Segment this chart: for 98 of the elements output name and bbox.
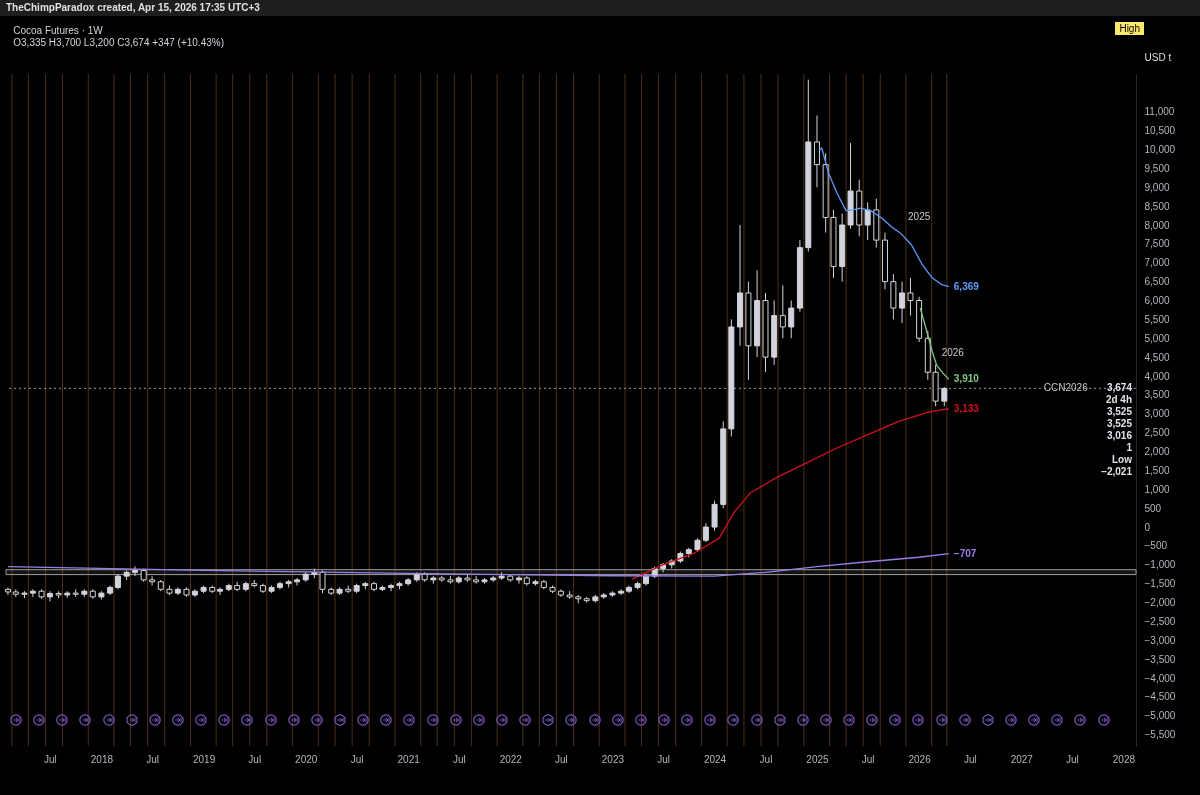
y-tick-label: 8,000 — [1144, 219, 1170, 231]
y-tick-label: 7,000 — [1144, 257, 1170, 269]
x-tick-label: 2020 — [295, 753, 318, 765]
candlestick — [899, 281, 906, 324]
y-tick-label: 1,000 — [1144, 483, 1170, 495]
y-tick-label: −1,000 — [1144, 559, 1176, 571]
x-tick-label: 2018 — [90, 753, 114, 765]
x-tick-label: Jul — [248, 753, 262, 765]
x-tick-label: 2028 — [1112, 753, 1136, 765]
annotation: CCN2026 — [1043, 382, 1089, 394]
y-tick-label: 3,500 — [1144, 389, 1170, 401]
annotation: −2,021 — [1101, 466, 1133, 478]
y-tick-label: −3,500 — [1144, 653, 1176, 665]
line-series — [7, 553, 950, 577]
y-tick-label: −500 — [1144, 540, 1168, 552]
candlestick — [4, 586, 11, 596]
candlestick — [813, 115, 820, 188]
y-axis-title: USD t — [1144, 51, 1172, 63]
text: TheChimpParadox created, Apr 15, 2026 17:35 UTC+3 — [0, 0, 1200, 16]
candlestick — [294, 577, 301, 587]
annotation: 3,016 — [1106, 430, 1133, 442]
annotation: Low — [1112, 454, 1133, 466]
candlestick — [618, 588, 625, 596]
text: High — [1115, 22, 1144, 35]
y-tick-label: 5,000 — [1144, 332, 1170, 344]
candlestick — [388, 583, 395, 592]
candlestick — [702, 522, 709, 543]
x-tick-label: Jul — [452, 753, 466, 765]
chart-title: Cocoa Futures · 1W — [13, 25, 104, 36]
x-tick-label: 2021 — [397, 753, 421, 765]
x-tick-label: Jul — [350, 753, 364, 765]
x-tick-label: 2025 — [806, 753, 830, 765]
candlestick — [941, 386, 948, 407]
y-tick-label: −1,500 — [1144, 578, 1176, 590]
x-tick-label: Jul — [963, 753, 977, 765]
y-tick-label: −4,500 — [1144, 691, 1176, 703]
candlestick — [29, 588, 36, 598]
candlestick — [132, 565, 139, 577]
y-tick-label: −4,000 — [1144, 672, 1176, 684]
y-tick-label: 9,000 — [1144, 181, 1170, 193]
x-tick-label: 2022 — [499, 753, 523, 765]
y-tick-label: 4,500 — [1144, 351, 1170, 363]
y-tick-label: 5,500 — [1144, 313, 1170, 325]
candlestick — [217, 586, 224, 596]
annotation: 2025 — [908, 211, 931, 223]
data-label: 3,910 — [953, 373, 980, 385]
x-tick-label: Jul — [759, 753, 773, 765]
y-tick-label: 9,500 — [1144, 162, 1170, 174]
annotation: 2d 4h — [1105, 394, 1132, 406]
candlestick — [779, 284, 786, 339]
x-tick-label: 2023 — [601, 753, 625, 765]
x-tick-label: Jul — [44, 753, 57, 765]
y-tick-label: 1,500 — [1144, 464, 1170, 476]
y-tick-label: −3,000 — [1144, 634, 1176, 646]
annotation: 3,525 — [1106, 418, 1133, 430]
y-tick-label: −2,000 — [1144, 597, 1176, 609]
candlestick — [907, 277, 914, 317]
candlestick — [864, 201, 871, 241]
annotation: 2026 — [941, 347, 965, 359]
x-tick-label: 2026 — [908, 753, 932, 765]
annotation: 3,525 — [1106, 406, 1133, 418]
y-tick-label: −2,500 — [1144, 615, 1176, 627]
candlestick — [46, 590, 53, 602]
y-tick-label: 2,500 — [1144, 427, 1170, 439]
x-tick-label: 2027 — [1010, 753, 1034, 765]
x-tick-label: Jul — [555, 753, 568, 765]
candlestick — [473, 575, 480, 585]
x-tick-label: Jul — [146, 753, 159, 765]
x-tick-label: Jul — [861, 753, 875, 765]
y-tick-label: −5,000 — [1144, 710, 1176, 722]
x-tick-label: Jul — [657, 753, 670, 765]
y-tick-label: 2,000 — [1144, 446, 1170, 458]
x-tick-label: 2024 — [703, 753, 727, 765]
candlestick — [515, 575, 522, 585]
y-tick-label: 11,000 — [1144, 106, 1175, 118]
data-label: −707 — [953, 547, 977, 559]
y-tick-label: 6,000 — [1144, 295, 1170, 307]
y-tick-label: 0 — [1144, 521, 1151, 533]
x-tick-label: 2019 — [192, 753, 216, 765]
y-tick-label: 10,500 — [1144, 125, 1176, 137]
data-label: 3,133 — [953, 402, 980, 414]
y-tick-label: 3,000 — [1144, 408, 1170, 420]
y-tick-label: 10,000 — [1144, 144, 1176, 156]
annotation: 1 — [1126, 442, 1133, 454]
y-tick-label: −5,500 — [1144, 729, 1176, 741]
y-tick-label: 8,500 — [1144, 200, 1170, 212]
candlestick — [711, 500, 718, 532]
y-tick-label: 6,500 — [1144, 276, 1170, 288]
candlestick — [788, 300, 795, 339]
y-tick-label: 500 — [1144, 502, 1162, 514]
ref-line-label: 3,674 — [1106, 382, 1133, 394]
x-tick-label: Jul — [1066, 753, 1079, 765]
data-label: 6,369 — [953, 280, 980, 292]
y-tick-label: 4,000 — [1144, 370, 1170, 382]
line-series — [631, 408, 950, 580]
chart-subtitle: O3,335 H3,700 L3,200 C3,674 +347 (+10.43%) — [13, 37, 224, 48]
y-tick-label: 7,500 — [1144, 238, 1170, 250]
candlestick — [149, 575, 156, 587]
